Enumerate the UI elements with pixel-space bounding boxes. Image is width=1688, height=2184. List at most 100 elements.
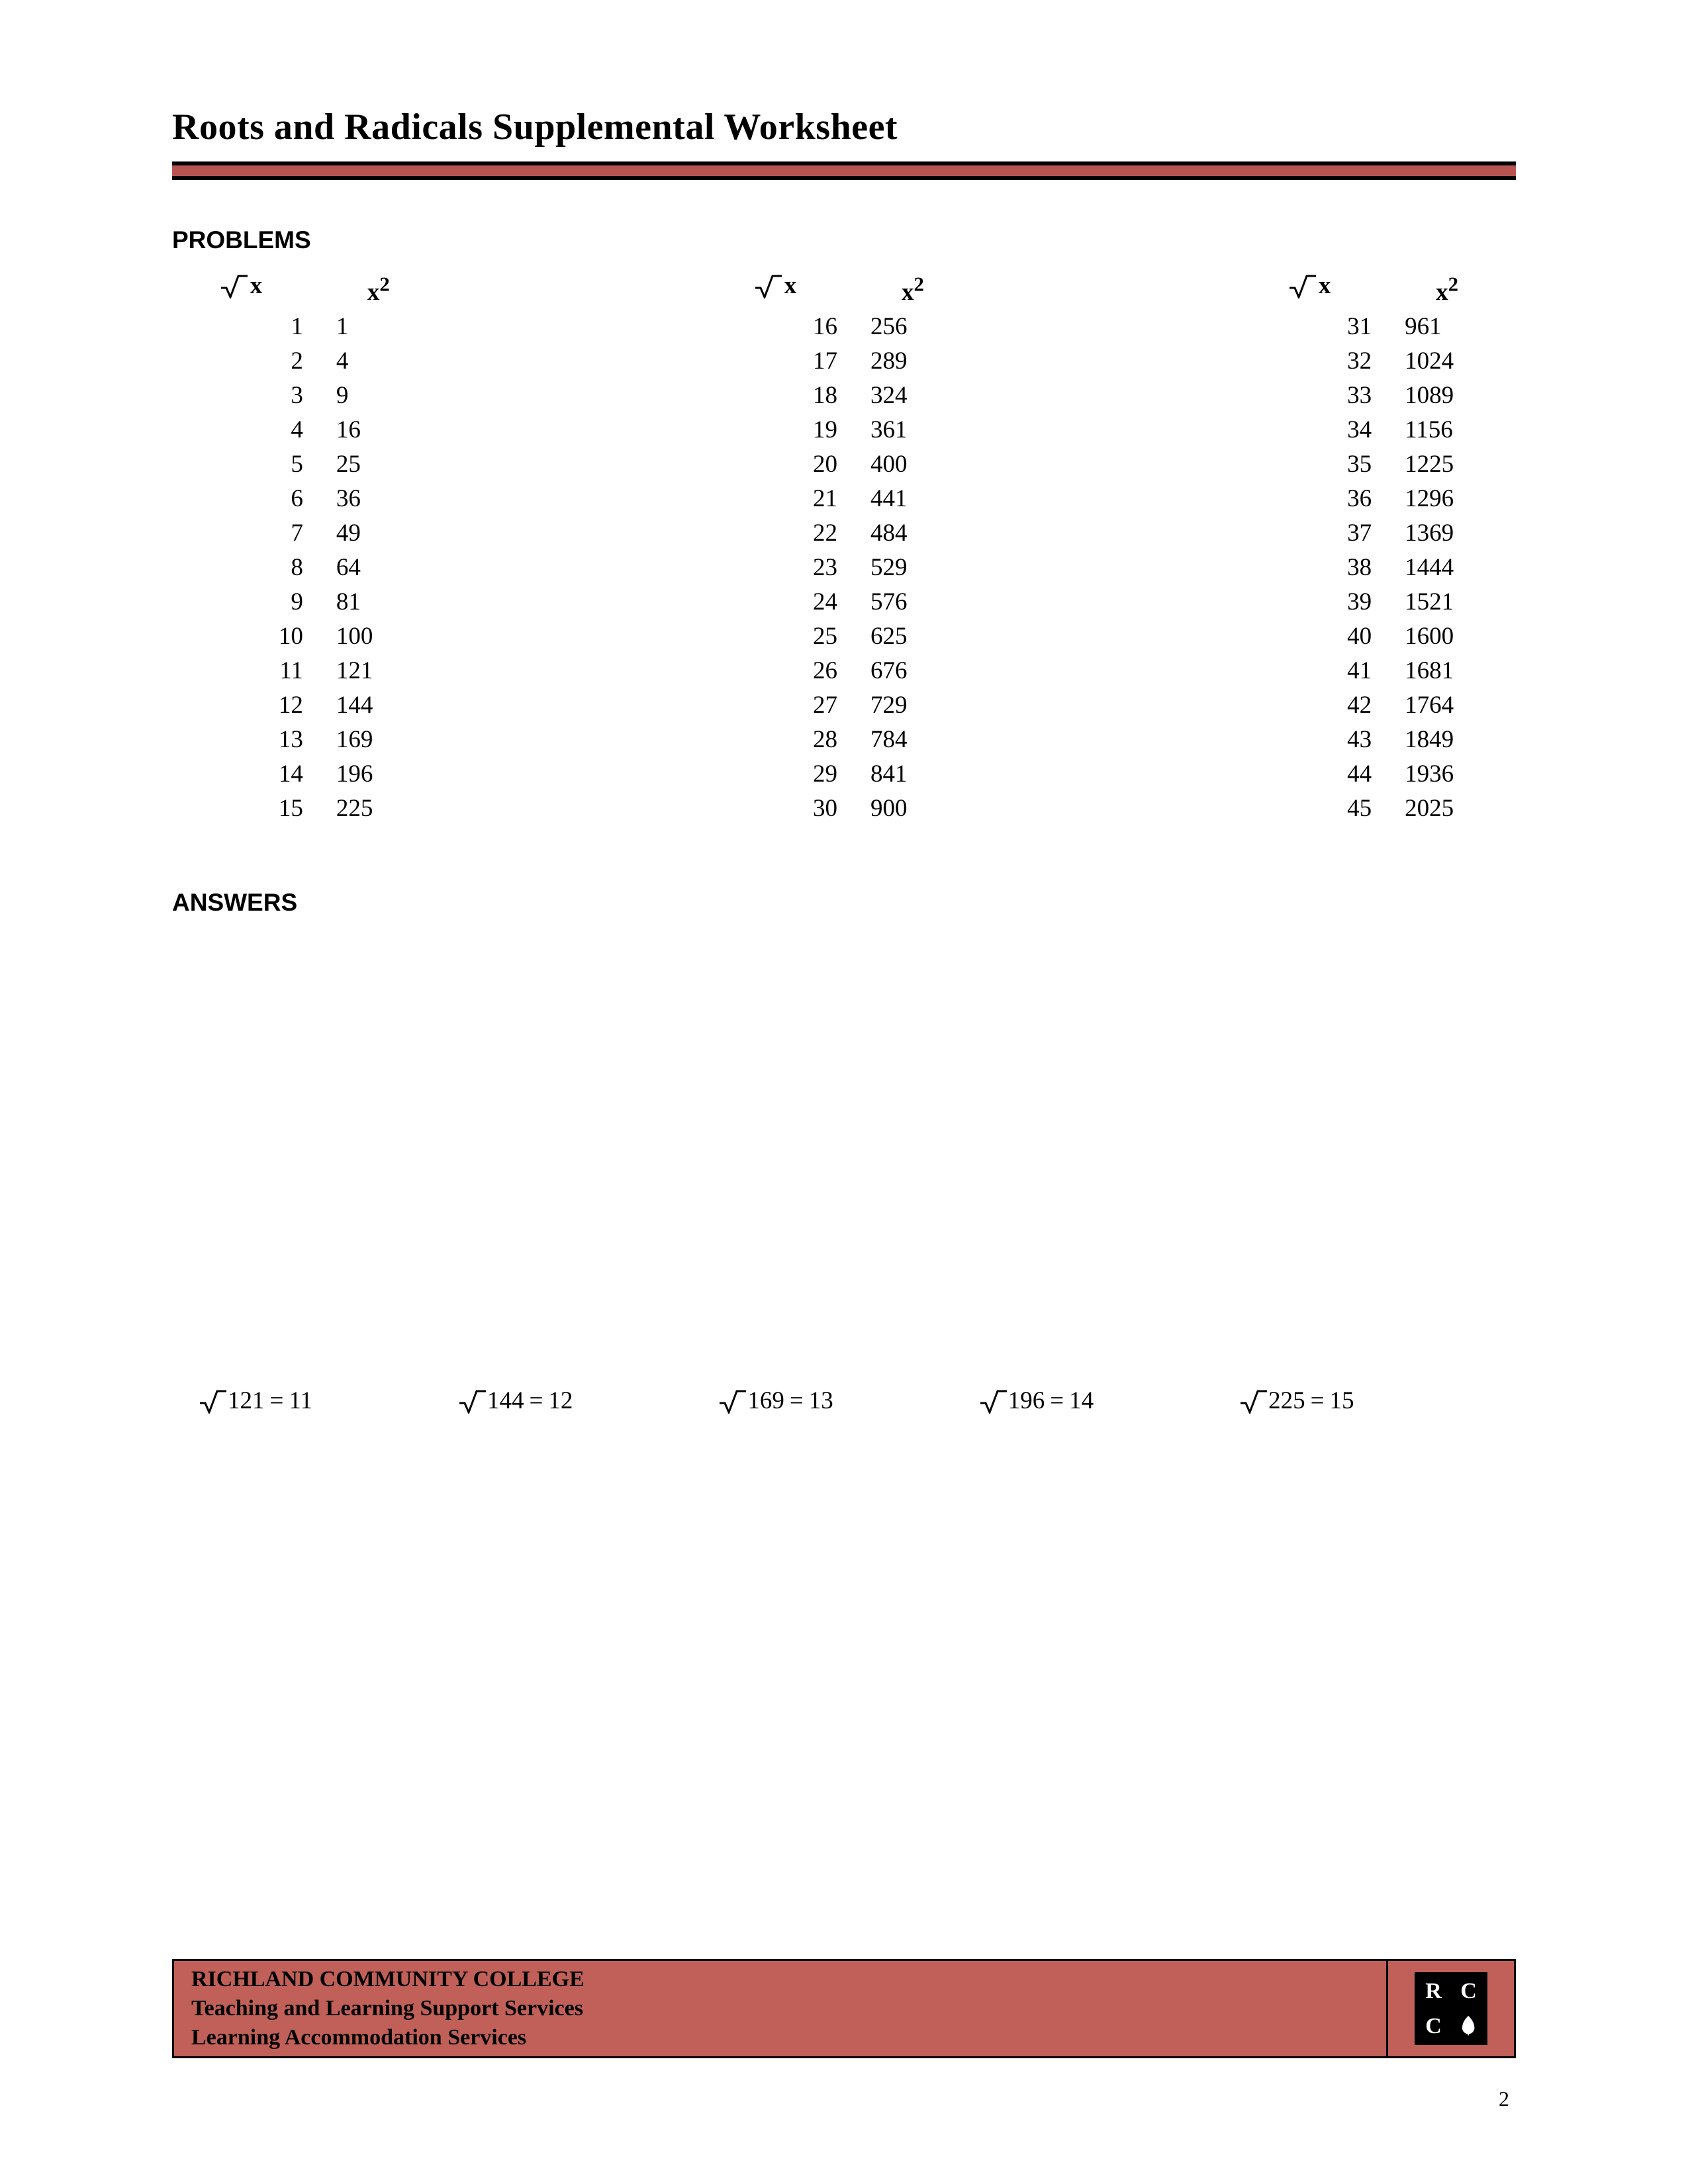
cell-n: 7 — [172, 516, 310, 551]
root-answers-row: 121=11144=12169=13196=14225=15 — [172, 1387, 1516, 1415]
cell-n: 19 — [706, 413, 844, 447]
cell-n: 10 — [172, 619, 310, 654]
cell-sq: 1089 — [1378, 379, 1516, 413]
cell-sq: 2025 — [1378, 792, 1516, 826]
cell-sq: 1156 — [1378, 413, 1516, 447]
cell-n: 43 — [1241, 723, 1378, 757]
cell-sq: 121 — [310, 654, 447, 688]
root-answer: 196=14 — [979, 1387, 1094, 1415]
cell-n: 33 — [1241, 379, 1378, 413]
cell-sq: 1681 — [1378, 654, 1516, 688]
cell-n: 28 — [706, 723, 844, 757]
page-title: Roots and Radicals Supplemental Workshee… — [172, 106, 1516, 148]
cell-sq: 784 — [844, 723, 982, 757]
root-radicand: 169 — [747, 1387, 784, 1415]
radical-icon — [199, 1388, 226, 1414]
cell-sq: 1444 — [1378, 551, 1516, 585]
table-row: 2417289321024 — [172, 344, 1516, 379]
cell-n: 40 — [1241, 619, 1378, 654]
cell-sq: 1024 — [1378, 344, 1516, 379]
cell-n: 34 — [1241, 413, 1378, 447]
cell-n: 17 — [706, 344, 844, 379]
cell-n: 31 — [1241, 310, 1378, 344]
cell-n: 30 — [706, 792, 844, 826]
table-row: 86423529381444 — [172, 551, 1516, 585]
cell-sq: 1764 — [1378, 688, 1516, 723]
rcc-logo: R C C — [1415, 1972, 1487, 2045]
table-row: 1419629841441936 — [172, 757, 1516, 792]
cell-n: 4 — [172, 413, 310, 447]
table-row: 1522530900452025 — [172, 792, 1516, 826]
root-radicand: 196 — [1008, 1387, 1045, 1415]
radical-icon — [458, 1388, 486, 1414]
cell-n: 41 — [1241, 654, 1378, 688]
cell-sq: 361 — [844, 413, 982, 447]
cell-sq: 1369 — [1378, 516, 1516, 551]
cell-sq: 9 — [310, 379, 447, 413]
cell-sq: 324 — [844, 379, 982, 413]
cell-sq: 1600 — [1378, 619, 1516, 654]
cell-n: 15 — [172, 792, 310, 826]
table-row: 52520400351225 — [172, 447, 1516, 482]
cell-sq: 81 — [310, 585, 447, 619]
cell-n: 9 — [172, 585, 310, 619]
cell-sq: 1296 — [1378, 482, 1516, 516]
radical-icon — [718, 1388, 746, 1414]
squares-table: xx2xx2xx2 111625631961241728932102439183… — [172, 267, 1516, 826]
table-row: 1010025625401600 — [172, 619, 1516, 654]
root-value: 12 — [548, 1387, 573, 1415]
cell-n: 25 — [706, 619, 844, 654]
cell-sq: 289 — [844, 344, 982, 379]
table-row: 1112126676411681 — [172, 654, 1516, 688]
cell-n: 36 — [1241, 482, 1378, 516]
cell-n: 12 — [172, 688, 310, 723]
root-value: 15 — [1330, 1387, 1354, 1415]
root-answer: 169=13 — [718, 1387, 833, 1415]
cell-n: 24 — [706, 585, 844, 619]
table-row: 74922484371369 — [172, 516, 1516, 551]
cell-n: 18 — [706, 379, 844, 413]
cell-n: 6 — [172, 482, 310, 516]
cell-n: 27 — [706, 688, 844, 723]
cell-n: 16 — [706, 310, 844, 344]
root-radicand: 225 — [1268, 1387, 1305, 1415]
cell-sq: 676 — [844, 654, 982, 688]
cell-sq: 841 — [844, 757, 982, 792]
footer-banner: RICHLAND COMMUNITY COLLEGE Teaching and … — [172, 1959, 1516, 2058]
cell-sq: 441 — [844, 482, 982, 516]
cell-sq: 961 — [1378, 310, 1516, 344]
rcc-logo-leaf-icon — [1452, 2010, 1485, 2042]
cell-sq: 729 — [844, 688, 982, 723]
cell-sq: 529 — [844, 551, 982, 585]
cell-sq: 256 — [844, 310, 982, 344]
cell-n: 21 — [706, 482, 844, 516]
cell-n: 5 — [172, 447, 310, 482]
cell-sq: 4 — [310, 344, 447, 379]
cell-n: 38 — [1241, 551, 1378, 585]
table-row: 3918324331089 — [172, 379, 1516, 413]
cell-sq: 144 — [310, 688, 447, 723]
cell-sq: 49 — [310, 516, 447, 551]
root-radicand: 144 — [487, 1387, 524, 1415]
cell-n: 1 — [172, 310, 310, 344]
cell-n: 13 — [172, 723, 310, 757]
radical-icon — [1288, 273, 1316, 298]
cell-n: 35 — [1241, 447, 1378, 482]
cell-n: 39 — [1241, 585, 1378, 619]
root-answer: 121=11 — [199, 1387, 312, 1415]
cell-n: 32 — [1241, 344, 1378, 379]
footer-line-1: RICHLAND COMMUNITY COLLEGE — [191, 1966, 1369, 1993]
footer-line-3: Learning Accommodation Services — [191, 2025, 1369, 2051]
cell-sq: 64 — [310, 551, 447, 585]
table-row: 98124576391521 — [172, 585, 1516, 619]
table-row: 1316928784431849 — [172, 723, 1516, 757]
col-header-sqrt: x — [220, 269, 263, 303]
cell-n: 11 — [172, 654, 310, 688]
root-value: 14 — [1069, 1387, 1094, 1415]
cell-sq: 196 — [310, 757, 447, 792]
cell-sq: 1 — [310, 310, 447, 344]
section-label-answers: ANSWERS — [172, 889, 1516, 917]
table-row: 1214427729421764 — [172, 688, 1516, 723]
col-header-sqrt: x — [1288, 269, 1331, 303]
radical-icon — [754, 273, 782, 298]
